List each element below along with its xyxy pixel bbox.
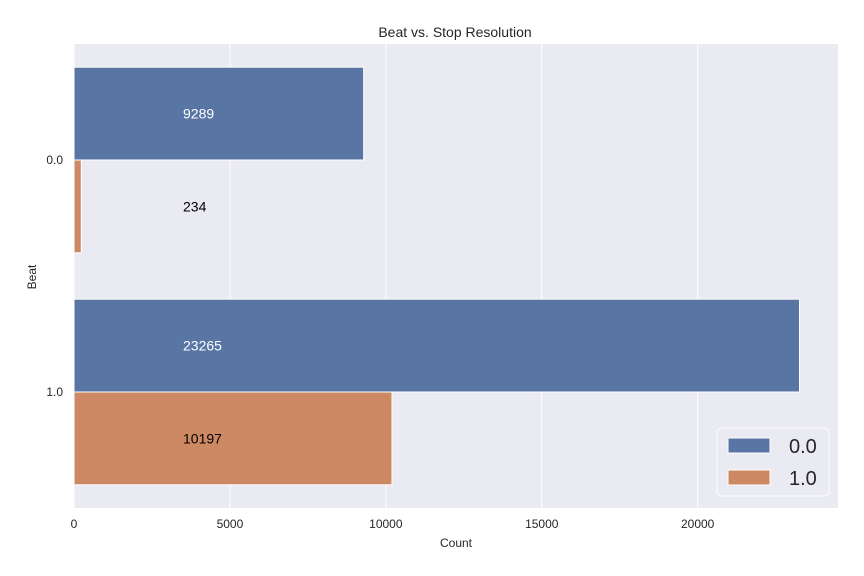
- legend: 0.01.0: [716, 427, 830, 497]
- legend-swatch-0: [727, 437, 771, 454]
- legend-label-1: 1.0: [789, 468, 817, 490]
- data-labels: 9289 234 23265 10197: [183, 106, 222, 447]
- bar-0-1: [73, 159, 82, 254]
- legend-swatch-1: [727, 469, 771, 486]
- bar-1-1: [73, 391, 393, 486]
- y-tick-label-1: 1.0: [46, 385, 63, 399]
- data-label-0-0: 9289: [183, 106, 214, 122]
- x-tick-label-3: 15000: [525, 517, 559, 531]
- y-tick-label-0: 0.0: [46, 153, 63, 167]
- x-tick-label-0: 0: [71, 517, 78, 531]
- chart-title: Beat vs. Stop Resolution: [378, 24, 531, 40]
- data-label-1-1: 10197: [183, 430, 222, 446]
- x-tick-label-4: 20000: [681, 517, 715, 531]
- y-axis-label: Beat: [25, 264, 39, 289]
- data-label-1-0: 23265: [183, 338, 222, 354]
- legend-label-0: 0.0: [789, 436, 817, 458]
- bar-1-0: [73, 298, 800, 393]
- x-tick-label-2: 10000: [369, 517, 403, 531]
- bar-0-0: [73, 66, 365, 161]
- bars: [73, 66, 800, 486]
- y-tick-labels: 0.0 1.0: [46, 153, 63, 399]
- x-tick-label-1: 5000: [217, 517, 244, 531]
- x-tick-labels: 0 5000 10000 15000 20000: [71, 517, 715, 531]
- x-axis-label: Count: [440, 536, 473, 550]
- data-label-0-1: 234: [183, 198, 207, 214]
